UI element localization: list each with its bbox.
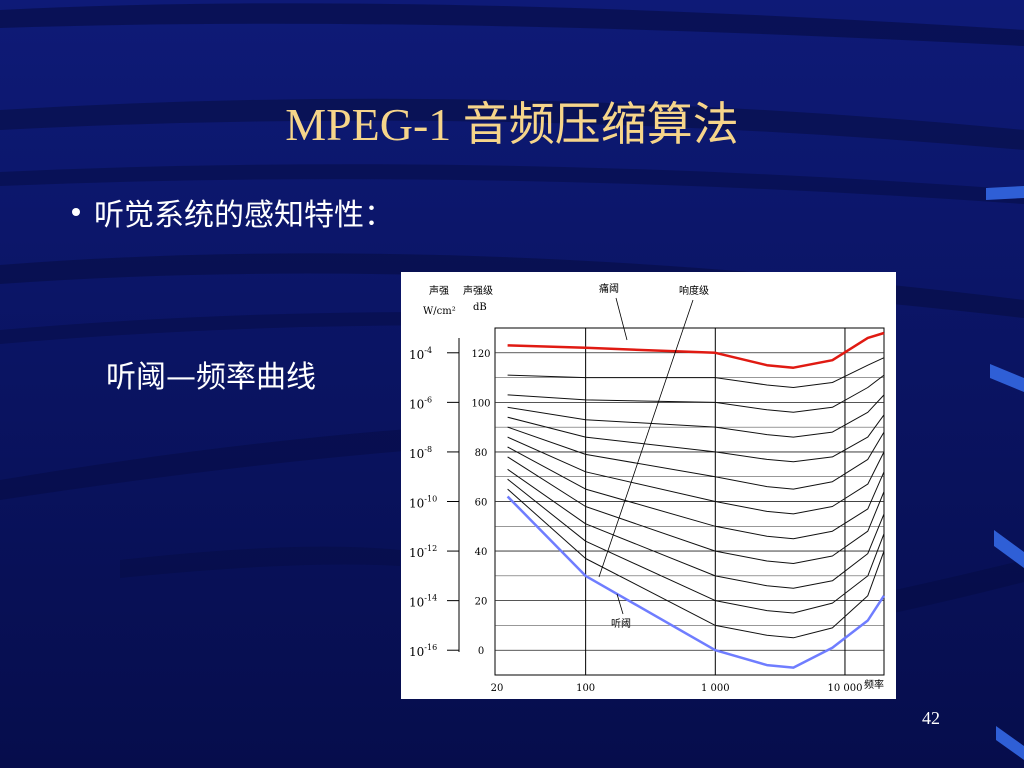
x-tick-label: 100: [576, 683, 595, 694]
loudness-contour: [507, 488, 885, 639]
intensity-tick-label: 10-14: [409, 594, 437, 610]
intensity-header: 声强: [429, 284, 449, 297]
loudness-contour: [507, 446, 885, 540]
bullet-item: 听觉系统的感知特性：: [72, 190, 394, 234]
loudness-level-label: 响度级: [679, 284, 709, 297]
loudness-contour: [507, 436, 885, 515]
y-tick-label: 60: [475, 498, 488, 509]
slide-title: MPEG-1 音频压缩算法: [285, 99, 739, 150]
intensity-tick-label: 10-6: [409, 395, 432, 411]
hearing-threshold-label: 听阈: [611, 617, 631, 630]
y-tick-label: 40: [475, 547, 488, 558]
pain-label-leader: [615, 297, 628, 341]
intensity-tick-label: 10-8: [409, 445, 432, 461]
y-tick-label: 100: [471, 398, 490, 409]
page-number: 42: [922, 708, 940, 728]
pain-threshold-label: 痛阈: [599, 282, 619, 295]
y-tick-label: 80: [475, 448, 488, 459]
loudness-contour: [507, 374, 885, 413]
loudness-contour: [507, 394, 885, 438]
level-header: 声强级: [463, 284, 493, 297]
loudness-contour: [507, 426, 885, 490]
intensity-tick-label: 10-10: [409, 495, 437, 511]
loudness-contour: [507, 357, 885, 388]
intensity-unit: W/cm²: [423, 306, 456, 317]
bullet-text: 听觉系统的感知特性：: [94, 198, 394, 233]
x-tick-label: 10 000: [827, 683, 862, 694]
equal-loudness-chart: 声强 W/cm² 声强级 dB 痛阈 响度级 听阈 频率 120 100 80 60 4…: [409, 282, 886, 694]
level-unit: dB: [473, 302, 487, 313]
loudness-contour: [507, 456, 885, 564]
chart-caption: 听阈—频率曲线: [106, 360, 316, 395]
bullet-dot: [72, 208, 80, 216]
threshold-label-leader: [616, 593, 624, 615]
y-tick-label: 120: [471, 349, 490, 360]
highlight-curve: [507, 331, 885, 369]
chart-panel: 声强 W/cm² 声强级 dB 痛阈 响度级 听阈 频率 120 100 80 60 4…: [401, 272, 896, 699]
y-tick-label: 20: [475, 597, 488, 608]
intensity-tick-label: 10-12: [409, 544, 437, 560]
x-axis-label: 频率: [864, 678, 884, 691]
loudness-contour: [507, 468, 885, 589]
loudness-contour: [507, 414, 885, 463]
y-tick-label: 0: [478, 646, 484, 657]
highlight-curve: [506, 495, 886, 669]
x-tick-label: 20: [491, 683, 504, 694]
intensity-tick-label: 10-4: [409, 346, 432, 362]
x-tick-label: 1 000: [701, 683, 730, 694]
intensity-tick-label: 10-16: [409, 643, 437, 659]
loudness-contour: [507, 478, 885, 614]
loudness-label-leader: [598, 299, 694, 578]
